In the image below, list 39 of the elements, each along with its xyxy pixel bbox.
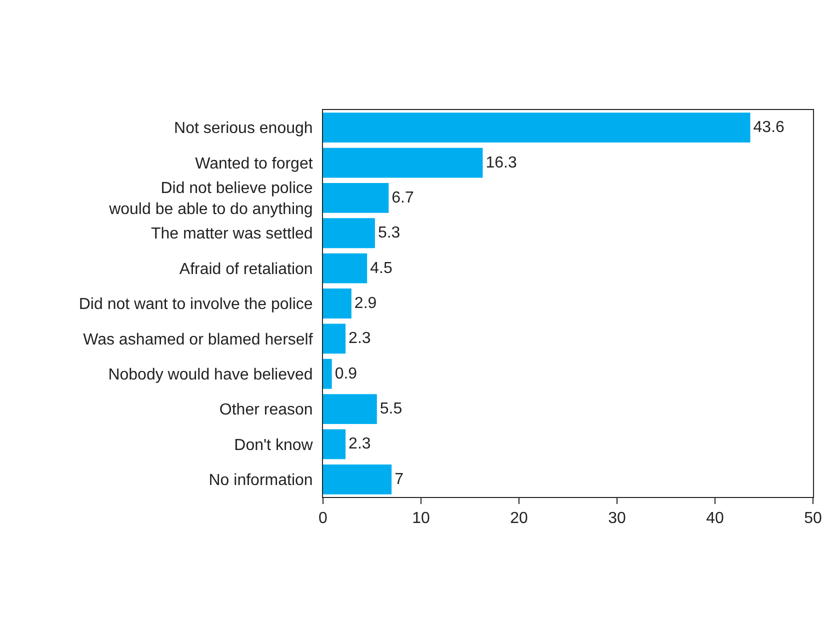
data-label: 6.7 — [392, 189, 414, 206]
bar — [323, 429, 346, 460]
x-tick-label: 50 — [804, 510, 822, 528]
bar — [323, 288, 352, 318]
bar — [323, 183, 389, 213]
bar — [323, 394, 377, 424]
bar — [323, 324, 346, 354]
x-tick-label: 40 — [706, 510, 724, 528]
y-tick-label: Other reason — [219, 402, 313, 419]
x-tick-label: 20 — [510, 510, 528, 528]
y-tick-label: Wanted to forget — [195, 155, 314, 172]
bar — [323, 358, 332, 389]
bar — [323, 148, 483, 178]
data-label: 16.3 — [486, 154, 517, 172]
data-label: 43.6 — [753, 119, 785, 136]
data-label: 5.3 — [378, 224, 400, 242]
data-label: 5.5 — [380, 400, 402, 418]
data-label: 2.3 — [348, 436, 371, 453]
data-label: 7 — [394, 470, 404, 488]
y-tick-label: Was ashamed or blamed herself — [83, 331, 314, 348]
x-tick-label: 10 — [412, 510, 430, 528]
data-label: 2.3 — [348, 330, 371, 348]
data-label: 0.9 — [334, 365, 358, 382]
x-tick-label: 30 — [608, 510, 626, 528]
y-tick-label: Did not believe police would be able to do anything — [108, 180, 313, 218]
x-tick-label: 0 — [318, 510, 328, 528]
data-label: 2.9 — [354, 295, 377, 312]
bar — [323, 112, 750, 143]
bar — [323, 464, 392, 494]
y-tick-label: Don't know — [234, 436, 314, 454]
bar — [323, 253, 368, 284]
y-tick-label: Not serious enough — [174, 120, 313, 138]
data-label: 4.5 — [370, 260, 392, 277]
y-tick-label: Did not want to involve the police — [78, 296, 313, 314]
y-tick-label: Nobody would have believed — [108, 366, 313, 384]
y-tick-label: The matter was settled — [150, 226, 313, 243]
bar — [323, 218, 375, 248]
y-tick-label: Afraid of retaliation — [179, 260, 313, 278]
y-tick-label: No information — [208, 472, 313, 490]
